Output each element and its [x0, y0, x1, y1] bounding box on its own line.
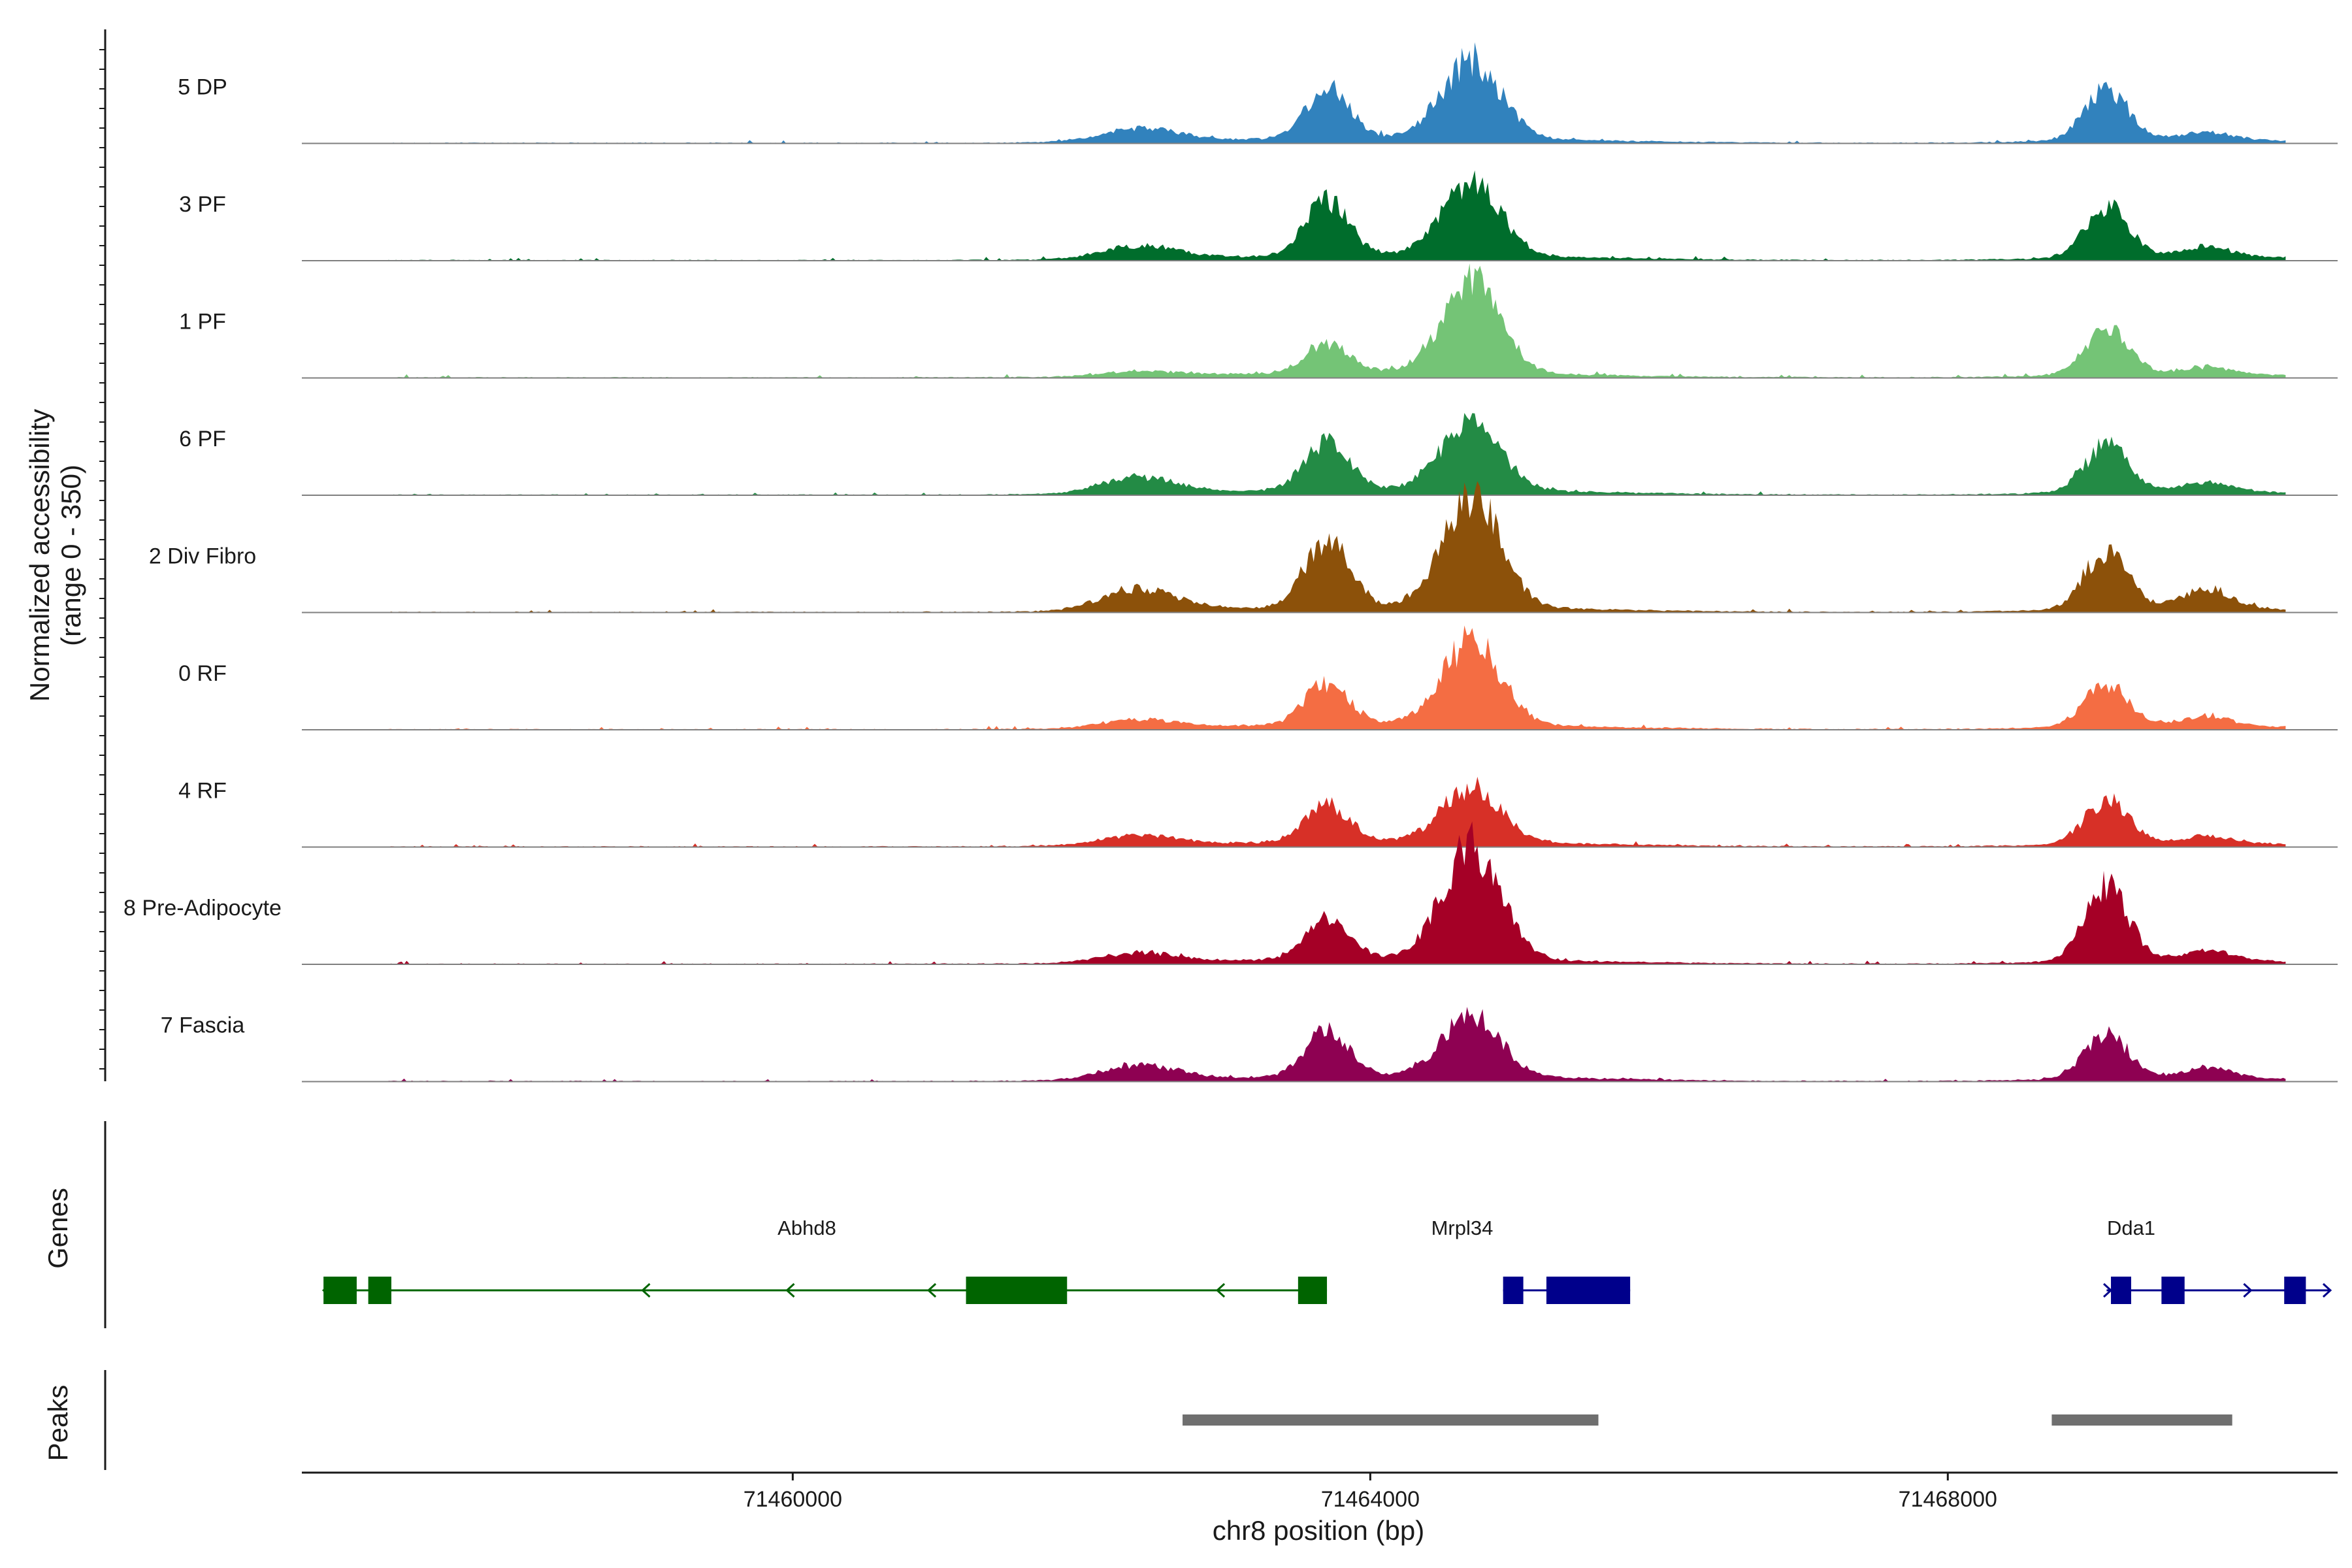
track-label: 2 Div Fibro [149, 544, 256, 569]
gene-label: Abhd8 [777, 1217, 836, 1239]
gene-label: Mrpl34 [1431, 1217, 1494, 1239]
coverage-area [388, 776, 2286, 847]
peaks-panel-title: Peaks [42, 1385, 73, 1462]
genes-panel: Abhd8 Mrpl34 Dda1 [321, 1217, 2332, 1304]
x-axis-title: chr8 position (bp) [1213, 1515, 1425, 1546]
y-axis [99, 29, 106, 1470]
x-tick-label: 71460000 [743, 1487, 842, 1512]
coverage-area [388, 263, 2286, 378]
gene-exon [323, 1277, 357, 1304]
track-label: 8 Pre-Adipocyte [123, 896, 282, 921]
peak-bar [2051, 1414, 2232, 1426]
peak-bar [1183, 1414, 1599, 1426]
strand-arrow [2103, 1282, 2113, 1298]
track-label: 6 PF [179, 427, 226, 451]
peaks-panel [1183, 1414, 2232, 1426]
strand-arrow [926, 1282, 937, 1298]
coverage-area [388, 481, 2286, 613]
gene-model: Abhd8 [321, 1217, 1328, 1304]
coverage-area [388, 170, 2286, 261]
gene-exon [1298, 1277, 1328, 1304]
coverage-area [388, 821, 2286, 964]
coverage-area [388, 625, 2286, 730]
track-label: 7 Fascia [161, 1013, 245, 1038]
gene-exon [368, 1277, 392, 1304]
x-tick-label: 71468000 [1899, 1487, 1997, 1512]
coverage-area [388, 413, 2286, 495]
track-label: 4 RF [178, 779, 227, 804]
gene-label: Dda1 [2107, 1217, 2155, 1239]
track-label: 1 PF [179, 310, 226, 335]
strand-arrow [2322, 1282, 2332, 1298]
x-tick-label: 71464000 [1321, 1487, 1420, 1512]
track-label: 3 PF [179, 192, 226, 217]
track-label: 5 DP [178, 75, 227, 100]
gene-exon [1503, 1277, 1524, 1304]
strand-arrow [641, 1282, 651, 1298]
gene-model: Mrpl34 [1431, 1217, 1631, 1304]
coverage-area [388, 1007, 2286, 1082]
gene-exon [2161, 1277, 2185, 1304]
track-label: 0 RF [178, 661, 227, 686]
strand-arrow [321, 1282, 332, 1298]
accessibility-tracks: 5 DP 3 PF 1 PF 6 PF 2 Div Fibro 0 RF 4 RF 8 Pre… [123, 42, 2338, 1083]
genes-panel-title: Genes [42, 1188, 73, 1269]
gene-exon [2111, 1277, 2131, 1304]
y-axis-title-line1: Normalized accessibility [24, 409, 55, 702]
x-axis: 71460000 71464000 71468000 [302, 1471, 2338, 1512]
strand-arrow [1215, 1282, 1226, 1298]
gene-exon [966, 1277, 1068, 1304]
gene-exon [2284, 1277, 2306, 1304]
y-axis-title-line2: (range 0 - 350) [56, 465, 86, 646]
strand-arrow [785, 1282, 795, 1298]
coverage-area [388, 42, 2286, 144]
gene-exon [1546, 1277, 1631, 1304]
gene-model: Dda1 [2103, 1217, 2332, 1304]
strand-arrow [2243, 1282, 2253, 1298]
